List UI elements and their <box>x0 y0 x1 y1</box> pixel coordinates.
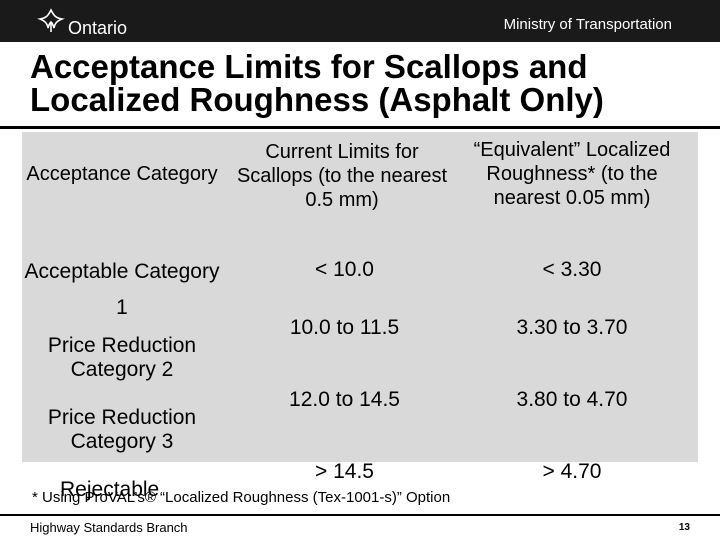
row-scallops: 10.0 to 11.5 <box>289 316 400 339</box>
trillium-icon <box>37 8 65 32</box>
header-equivalent-roughness: “Equivalent” Localized Roughness* (to th… <box>473 139 671 209</box>
footer-divider <box>0 514 720 516</box>
title-divider <box>0 126 720 129</box>
row-category: Price Reduction Category 2 <box>47 334 197 381</box>
row-scallops: < 10.0 <box>315 258 374 281</box>
header-bar: Ontario Ministry of Transportation <box>0 0 720 42</box>
header-current-limits: Current Limits for Scallops (to the near… <box>236 141 448 211</box>
slide-title: Acceptance Limits for Scallops and Local… <box>30 48 604 118</box>
header-acceptance-category: Acceptance Category <box>26 163 218 185</box>
row-category: Price Reduction Category 3 <box>47 406 197 453</box>
row-roughness: 3.80 to 4.70 <box>516 388 628 411</box>
row-roughness: > 4.70 <box>542 460 602 483</box>
row-scallops: > 14.5 <box>315 460 374 483</box>
ontario-logo: Ontario <box>36 4 127 38</box>
row-category-rejectable: Rejectable <box>60 478 160 501</box>
logo-text: Ontario <box>68 17 128 38</box>
row-category: Acceptable Category 1 <box>24 260 220 319</box>
row-roughness: < 3.30 <box>542 258 602 281</box>
branch-name: Highway Standards Branch <box>30 520 188 535</box>
acceptance-table: Acceptance Category Current Limits for S… <box>22 132 698 483</box>
ministry-name: Ministry of Transportation <box>503 16 672 33</box>
footnote: * Using ProVAL’s® “Localized Roughness (… <box>32 489 451 506</box>
row-scallops: 12.0 to 14.5 <box>289 388 400 411</box>
slide-number: 13 <box>678 522 690 533</box>
row-roughness: 3.30 to 3.70 <box>516 316 628 339</box>
